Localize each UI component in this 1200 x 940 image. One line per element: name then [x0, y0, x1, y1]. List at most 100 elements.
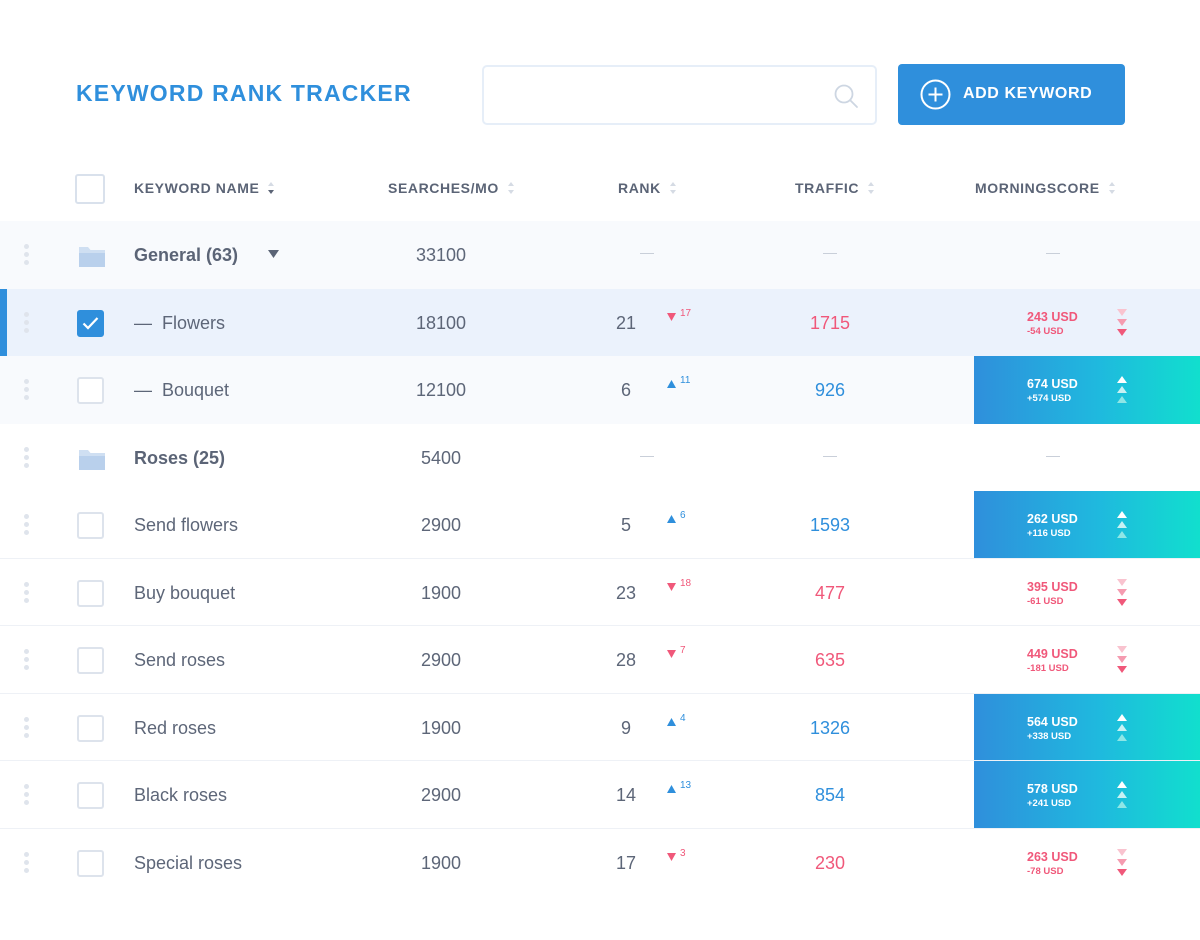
rank-value: 14 — [615, 785, 637, 805]
keyword-row[interactable]: Buy bouquet 1900 23 18 477 395 USD -61 U… — [0, 559, 1200, 626]
traffic-value: 230 — [814, 852, 846, 873]
column-header-rank[interactable]: RANK — [618, 180, 677, 196]
traffic-value: 477 — [814, 582, 846, 603]
score-amount: 395 USD — [1027, 579, 1078, 594]
search-input[interactable] — [498, 67, 828, 123]
keyword-row[interactable]: Black roses 2900 14 13 854 578 USD +241 … — [0, 761, 1200, 829]
keyword-row[interactable]: — Bouquet 12100 6 11 926 674 USD +574 USD — [0, 356, 1200, 424]
row-checkbox[interactable] — [77, 647, 104, 674]
column-label: MORNINGSCORE — [975, 180, 1100, 196]
group-row[interactable]: Roses (25) 5400 — [0, 424, 1200, 492]
sort-icon[interactable] — [267, 181, 275, 195]
row-checkbox[interactable] — [77, 849, 104, 877]
drag-handle-icon[interactable] — [24, 851, 30, 874]
row-checkbox[interactable] — [77, 714, 104, 742]
triple-up-arrows-icon — [1117, 781, 1127, 808]
drag-handle-icon[interactable] — [24, 244, 30, 266]
rank-change-value: 11 — [680, 375, 691, 386]
triangle-up-icon — [667, 380, 676, 388]
sort-icon[interactable] — [507, 181, 515, 195]
keyword-row[interactable]: Red roses 1900 9 4 1326 564 USD +338 USD — [0, 693, 1200, 761]
morningscore-cell: 395 USD -61 USD — [974, 559, 1200, 626]
triple-up-arrows-icon — [1117, 713, 1127, 741]
keyword-row[interactable]: Send flowers 2900 5 6 1593 262 USD +116 … — [0, 491, 1200, 559]
column-header-searches[interactable]: SEARCHES/MO — [388, 180, 515, 196]
sort-icon[interactable] — [1108, 181, 1116, 195]
rank-value: 17 — [615, 852, 637, 873]
rank-change: 3 — [667, 848, 686, 863]
rank-change: 18 — [667, 578, 691, 593]
row-checkbox[interactable] — [77, 377, 104, 404]
rank-value: 28 — [615, 650, 637, 670]
rank-change-value: 3 — [680, 847, 686, 859]
column-header-morningscore[interactable]: MORNINGSCORE — [975, 180, 1116, 196]
keyword-name: Special roses — [134, 852, 243, 873]
column-label: TRAFFIC — [795, 180, 860, 196]
drag-handle-icon[interactable] — [24, 379, 30, 401]
keyword-name: Send roses — [134, 650, 226, 670]
row-checkbox[interactable] — [77, 579, 104, 607]
rank-change: 11 — [667, 375, 690, 390]
morningscore-cell: 674 USD +574 USD — [974, 356, 1200, 424]
score-change: +116 USD — [1027, 528, 1071, 539]
rank-change-value: 6 — [680, 510, 686, 521]
score-change: -78 USD — [1027, 865, 1064, 877]
row-checkbox[interactable] — [77, 782, 104, 809]
searches-value: 33100 — [415, 245, 467, 265]
column-header-traffic[interactable]: TRAFFIC — [795, 180, 875, 196]
drag-handle-icon[interactable] — [24, 581, 30, 604]
triple-down-arrows-icon — [1117, 848, 1127, 876]
searches-value: 2900 — [420, 650, 462, 670]
searches-value: 1900 — [420, 717, 462, 738]
traffic-empty-dash — [823, 455, 837, 457]
rank-empty-dash — [640, 455, 654, 457]
page-header: KEYWORD RANK TRACKER ADD KEYWORD — [0, 0, 1200, 150]
keyword-name: Red roses — [134, 717, 217, 738]
keyword-name-text: Bouquet — [162, 380, 230, 400]
select-all-checkbox[interactable] — [75, 174, 105, 204]
table-header: KEYWORD NAME SEARCHES/MO RANK TRAFFIC MO… — [0, 160, 1200, 218]
drag-handle-icon[interactable] — [24, 649, 30, 671]
row-checkbox[interactable] — [77, 512, 104, 539]
score-change: +338 USD — [1027, 730, 1072, 742]
search-icon[interactable] — [833, 83, 859, 109]
rank-change: 6 — [667, 510, 686, 525]
drag-handle-icon[interactable] — [24, 311, 30, 334]
caret-down-icon[interactable] — [268, 250, 279, 258]
rank-change: 7 — [667, 645, 686, 660]
score-amount: 578 USD — [1027, 782, 1078, 796]
drag-handle-icon[interactable] — [24, 784, 30, 806]
keyword-name: Buy bouquet — [134, 582, 236, 603]
group-row[interactable]: General (63) 33100 — [0, 221, 1200, 289]
keyword-row[interactable]: Send roses 2900 28 7 635 449 USD -181 US… — [0, 626, 1200, 694]
search-box[interactable] — [482, 65, 877, 125]
keyword-name: — Bouquet — [134, 380, 230, 400]
rank-empty-dash — [640, 253, 654, 254]
searches-value: 12100 — [415, 380, 467, 400]
searches-value: 2900 — [420, 515, 462, 535]
sort-icon[interactable] — [867, 181, 875, 195]
drag-handle-icon[interactable] — [24, 514, 30, 536]
triple-up-arrows-icon — [1117, 376, 1127, 403]
searches-value: 5400 — [420, 447, 462, 468]
traffic-value: 926 — [814, 380, 846, 400]
group-name: Roses (25) — [134, 447, 226, 468]
keyword-row[interactable]: — Flowers 18100 21 17 1715 243 USD -54 US… — [0, 288, 1200, 356]
triangle-down-icon — [667, 650, 676, 658]
rank-change-value: 18 — [680, 577, 692, 589]
keyword-row[interactable]: Special roses 1900 17 3 230 263 USD -78 … — [0, 829, 1200, 897]
check-icon — [82, 316, 99, 330]
column-label: KEYWORD NAME — [134, 180, 260, 196]
score-change: -61 USD — [1027, 595, 1064, 607]
drag-handle-icon[interactable] — [24, 716, 30, 739]
column-label: RANK — [618, 180, 661, 196]
searches-value: 2900 — [420, 785, 462, 805]
add-keyword-button[interactable]: ADD KEYWORD — [898, 64, 1125, 125]
row-checkbox[interactable] — [77, 309, 104, 337]
sort-icon[interactable] — [669, 181, 677, 195]
rank-value: 5 — [620, 515, 631, 535]
drag-handle-icon[interactable] — [24, 446, 30, 469]
rank-value: 21 — [615, 312, 637, 333]
column-header-keyword-name[interactable]: KEYWORD NAME — [134, 180, 275, 196]
triple-down-arrows-icon — [1117, 308, 1127, 336]
